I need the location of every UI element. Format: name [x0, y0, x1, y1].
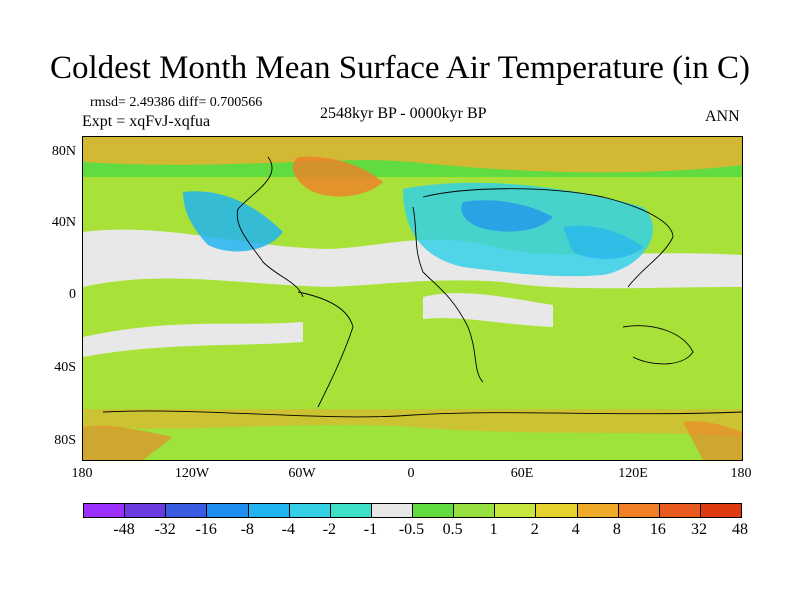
colorbar-label: 1 — [489, 521, 498, 538]
colorbar-label: 4 — [571, 521, 580, 538]
map-svg — [83, 137, 742, 460]
colorbar-label: 48 — [732, 521, 748, 538]
colorbar-label: -2 — [322, 521, 337, 538]
stats-text: rmsd= 2.49386 diff= 0.700566 — [90, 95, 263, 110]
colorbar-label: -32 — [154, 521, 176, 538]
colorbar-label: 0.5 — [442, 521, 463, 538]
colorbar-swatch — [330, 504, 372, 517]
lon-label-60w: 60W — [288, 466, 316, 481]
colorbar-swatch — [495, 504, 537, 517]
colorbar-label: -48 — [113, 521, 135, 538]
colorbar-swatch — [125, 504, 167, 517]
colorbar-label: 32 — [690, 521, 707, 538]
map-plot — [82, 136, 743, 461]
colorbar-swatch — [289, 504, 331, 517]
map-title: Coldest Month Mean Surface Air Temperatu… — [50, 50, 750, 86]
colorbar-label: -0.5 — [398, 521, 425, 538]
colorbar-swatch — [454, 504, 496, 517]
season-text: ANN — [705, 108, 740, 125]
lat-label-40n: 40N — [51, 215, 76, 230]
experiment-text: Expt = xqFvJ-xqfua — [82, 113, 211, 130]
colorbar-swatch — [248, 504, 290, 517]
lon-label-180e: 180 — [730, 466, 752, 481]
colorbar-label: 8 — [612, 521, 621, 538]
colorbar-label: -4 — [281, 521, 295, 538]
colorbar-swatch — [84, 504, 126, 517]
lon-label-120w: 120W — [174, 466, 210, 481]
colorbar-label: 16 — [649, 521, 666, 538]
colorbar-swatch — [536, 504, 578, 517]
colorbar-swatch — [659, 504, 701, 517]
lon-label-0: 0 — [407, 466, 415, 481]
colorbar-swatch — [371, 504, 413, 517]
lat-label-80s: 80S — [54, 433, 76, 448]
colorbar-label: -1 — [363, 521, 378, 538]
lon-label-180w: 180 — [71, 466, 93, 481]
lon-label-60e: 60E — [510, 466, 534, 481]
colorbar — [83, 503, 742, 518]
colorbar-swatch — [413, 504, 455, 517]
lon-label-120e: 120E — [618, 466, 648, 481]
colorbar-label: 2 — [530, 521, 539, 538]
colorbar-label: -16 — [195, 521, 217, 538]
colorbar-swatch — [577, 504, 619, 517]
lat-label-0: 0 — [69, 287, 76, 302]
colorbar-swatch — [618, 504, 660, 517]
colorbar-swatch — [207, 504, 249, 517]
lat-label-80n: 80N — [51, 144, 76, 159]
colorbar-swatch — [166, 504, 208, 517]
colorbar-label: -8 — [240, 521, 254, 538]
period-text: 2548kyr BP - 0000kyr BP — [320, 105, 487, 122]
lat-label-40s: 40S — [54, 360, 76, 375]
colorbar-swatch — [700, 504, 741, 517]
